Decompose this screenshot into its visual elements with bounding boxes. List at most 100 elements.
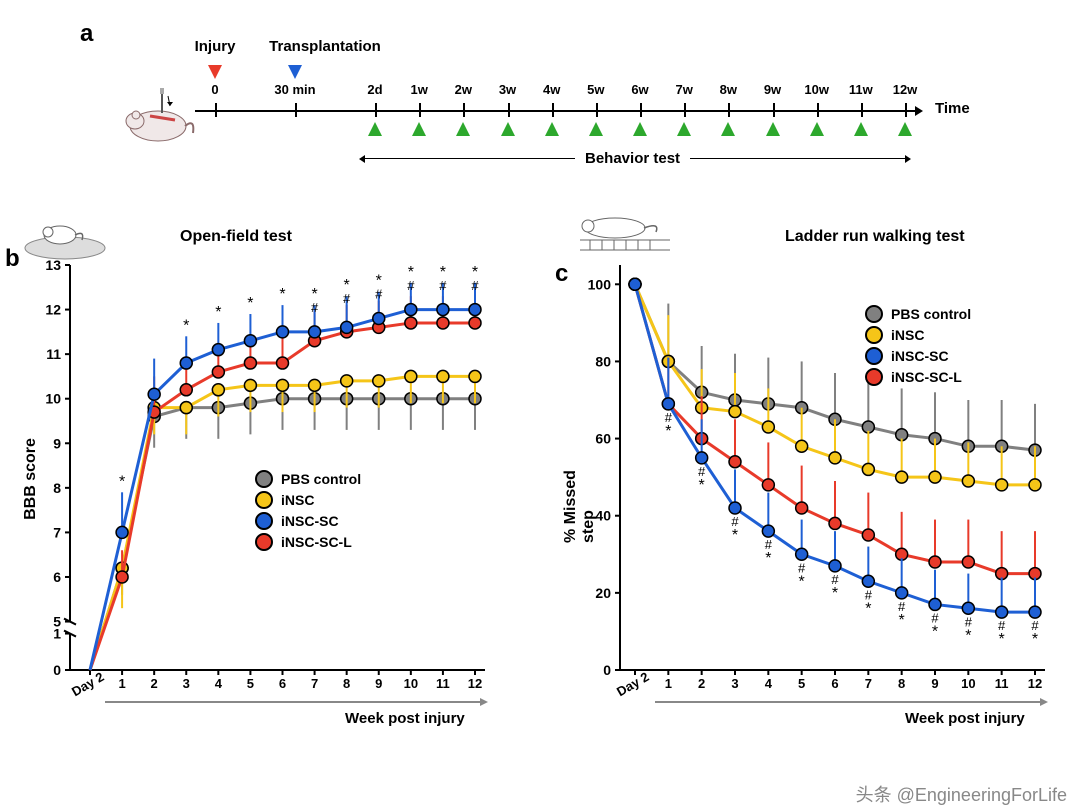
svg-text:8: 8 (53, 480, 61, 496)
behavior-label: Behavior test (575, 150, 690, 167)
timeline-tick-label: 12w (893, 82, 918, 97)
svg-text:*: * (832, 585, 838, 602)
svg-text:*: * (932, 623, 938, 640)
legend-item: iNSC-SC (255, 512, 361, 530)
svg-text:#: # (375, 287, 383, 302)
timeline-tick-label: 5w (587, 82, 604, 97)
behavior-marker-icon (721, 122, 735, 136)
svg-text:Day 2: Day 2 (69, 669, 107, 699)
timeline-tick (861, 103, 863, 117)
svg-text:#: # (311, 300, 319, 315)
svg-text:*: * (765, 550, 771, 567)
svg-text:3: 3 (183, 676, 190, 691)
chart-c: Ladder run walking test 020406080100Day … (560, 210, 1040, 730)
svg-text:8: 8 (898, 676, 905, 691)
legend-item: iNSC-SC (865, 347, 971, 365)
legend-item: iNSC (865, 326, 971, 344)
timeline-tick (684, 103, 686, 117)
svg-text:2: 2 (698, 676, 705, 691)
legend-marker-icon (865, 305, 883, 323)
svg-text:1: 1 (665, 676, 672, 691)
chart-c-svg: 020406080100Day 2123456789101112########… (560, 210, 1070, 740)
legend-label: PBS control (891, 306, 971, 322)
svg-text:10: 10 (961, 676, 975, 691)
svg-text:*: * (665, 423, 671, 440)
svg-text:7: 7 (865, 676, 872, 691)
svg-text:*: * (732, 527, 738, 544)
legend-marker-icon (255, 470, 273, 488)
svg-text:*: * (865, 600, 871, 617)
legend-marker-icon (255, 533, 273, 551)
svg-text:6: 6 (831, 676, 838, 691)
timeline-tick-label: 0 (211, 82, 218, 97)
svg-text:1: 1 (118, 676, 125, 691)
behavior-marker-icon (501, 122, 515, 136)
svg-text:8: 8 (343, 676, 350, 691)
svg-text:4: 4 (765, 676, 773, 691)
legend-marker-icon (255, 512, 273, 530)
svg-text:5: 5 (247, 676, 254, 691)
svg-text:6: 6 (53, 569, 61, 585)
timeline-tick-label: 10w (804, 82, 829, 97)
timeline-tick (552, 103, 554, 117)
timeline-axis (195, 110, 915, 112)
behavior-marker-icon (412, 122, 426, 136)
timeline-tick (640, 103, 642, 117)
svg-text:*: * (279, 286, 285, 303)
svg-text:11: 11 (46, 346, 61, 362)
svg-text:10: 10 (404, 676, 418, 691)
timeline-tick (596, 103, 598, 117)
svg-text:*: * (247, 295, 253, 312)
svg-text:10: 10 (45, 391, 61, 407)
behavior-marker-icon (633, 122, 647, 136)
time-axis-label: Time (935, 100, 970, 117)
legend-label: iNSC (891, 327, 924, 343)
legend-item: PBS control (865, 305, 971, 323)
svg-text:*: * (119, 473, 125, 490)
chart-c-legend: PBS controliNSCiNSC-SCiNSC-SC-L (865, 305, 971, 389)
timeline-tick-label: 8w (720, 82, 737, 97)
svg-text:7: 7 (53, 524, 61, 540)
injury-label: Injury (195, 38, 236, 55)
timeline-tick (215, 103, 217, 117)
svg-text:#: # (407, 278, 415, 293)
legend-item: iNSC-SC-L (255, 533, 361, 551)
chart-b-ylabel: BBB score (22, 438, 40, 520)
behavior-marker-icon (854, 122, 868, 136)
timeline-tick-label: 2w (455, 82, 472, 97)
chart-c-ylabel: % Missed step (562, 433, 598, 543)
svg-text:9: 9 (931, 676, 938, 691)
timeline: Injury Transplantation Time 030 min2d1w2… (115, 30, 945, 190)
timeline-tick (463, 103, 465, 117)
timeline-tick-label: 1w (410, 82, 427, 97)
timeline-tick-label: 6w (631, 82, 648, 97)
svg-text:*: * (799, 573, 805, 590)
svg-text:20: 20 (595, 585, 611, 601)
svg-text:7: 7 (311, 676, 318, 691)
svg-text:0: 0 (53, 662, 61, 678)
legend-label: iNSC-SC (281, 513, 339, 529)
chart-c-xlabel: Week post injury (905, 710, 1025, 727)
injury-marker-icon (208, 65, 222, 79)
svg-text:13: 13 (45, 257, 61, 273)
svg-text:#: # (343, 291, 351, 306)
timeline-tick-label: 3w (499, 82, 516, 97)
behavior-marker-icon (766, 122, 780, 136)
svg-text:12: 12 (1028, 676, 1042, 691)
legend-item: PBS control (255, 470, 361, 488)
timeline-tick (773, 103, 775, 117)
svg-text:*: * (215, 304, 221, 321)
behavior-marker-icon (589, 122, 603, 136)
svg-text:11: 11 (995, 676, 1009, 691)
svg-text:80: 80 (595, 353, 611, 369)
watermark: 头条 @EngineeringForLife (856, 781, 1067, 807)
svg-text:5: 5 (798, 676, 805, 691)
mouse-icon-a (120, 88, 200, 148)
legend-marker-icon (865, 368, 883, 386)
svg-text:*: * (965, 627, 971, 644)
svg-text:Day 2: Day 2 (614, 669, 652, 699)
timeline-tick (817, 103, 819, 117)
svg-text:11: 11 (436, 676, 450, 691)
svg-text:12: 12 (45, 302, 61, 318)
svg-text:2: 2 (151, 676, 158, 691)
